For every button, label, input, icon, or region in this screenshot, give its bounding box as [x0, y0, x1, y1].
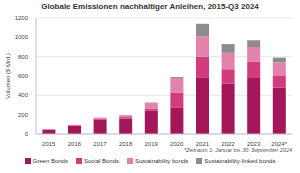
- svg-text:2018: 2018: [119, 141, 133, 146]
- svg-text:2015: 2015: [42, 141, 56, 146]
- svg-text:0: 0: [25, 131, 29, 137]
- html-text:Sustainability-linked bonds: Sustainability-linked bonds: [204, 158, 276, 164]
- svg-text:2020: 2020: [170, 141, 184, 146]
- svg-text:2022: 2022: [221, 141, 235, 146]
- html-text:*Zeitraum 1. Januar bis 30. Se: *Zeitraum 1. Januar bis 30. September 20…: [183, 147, 292, 153]
- svg-text:600: 600: [18, 73, 29, 79]
- html-text:Sustainability bonds: Sustainability bonds: [135, 158, 189, 164]
- svg-text:2024*: 2024*: [271, 141, 287, 146]
- svg-text:2016: 2016: [68, 141, 82, 146]
- svg-text:2019: 2019: [145, 141, 159, 146]
- html-text:Social Bonds: Social Bonds: [84, 158, 119, 164]
- svg-text:2023: 2023: [247, 141, 261, 146]
- svg-text:2021: 2021: [196, 141, 210, 146]
- svg-text:400: 400: [18, 92, 29, 98]
- html-text:Globale Emissionen nachhaltige: Globale Emissionen nachhaltiger Anleihen…: [41, 2, 259, 11]
- html-text:Green Bonds: Green Bonds: [32, 158, 68, 164]
- svg-text:2017: 2017: [93, 141, 107, 146]
- svg-text:200: 200: [18, 112, 29, 118]
- svg-text:Volumen ($ Mrd.): Volumen ($ Mrd.): [8, 53, 11, 99]
- svg-text:800: 800: [18, 54, 29, 60]
- svg-text:1200: 1200: [15, 15, 29, 21]
- svg-text:1000: 1000: [15, 34, 29, 40]
